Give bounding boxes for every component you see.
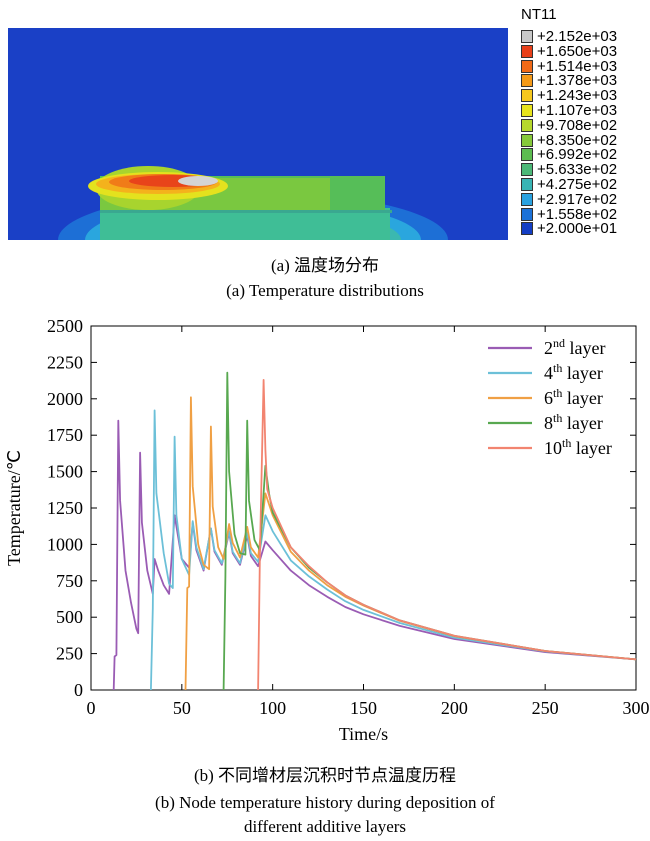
y-tick-label: 2250 bbox=[47, 352, 83, 372]
legend-swatch bbox=[521, 192, 533, 206]
y-tick-label: 2500 bbox=[47, 316, 83, 336]
y-tick-label: 1000 bbox=[47, 534, 83, 554]
x-tick-label: 200 bbox=[441, 698, 468, 718]
legend-swatch bbox=[521, 89, 533, 103]
x-axis-label: Time/s bbox=[339, 724, 388, 744]
x-tick-label: 300 bbox=[623, 698, 650, 718]
caption-a-chinese: (a) 温度场分布 bbox=[270, 256, 380, 275]
legend-swatch bbox=[521, 133, 533, 147]
legend-swatch bbox=[521, 222, 533, 236]
y-axis-label: Temperature/℃ bbox=[4, 450, 24, 566]
legend-swatch bbox=[521, 178, 533, 191]
caption-b-english-line1: (b) Node temperature history during depo… bbox=[155, 793, 495, 812]
legend-label: +8.350e+02 bbox=[537, 131, 618, 149]
plot-frame bbox=[90, 325, 637, 691]
series-line-2nd bbox=[112, 419, 637, 691]
legend-entry: 10th layer bbox=[544, 436, 612, 458]
legend-label: +2.917e+02 bbox=[537, 190, 618, 208]
legend-label: +5.633e+02 bbox=[537, 161, 618, 179]
x-tick-label: 50 bbox=[173, 698, 191, 718]
y-tick-label: 1500 bbox=[47, 462, 83, 482]
legend-label: +1.378e+03 bbox=[537, 72, 618, 90]
legend-swatch bbox=[521, 59, 533, 73]
legend-entry: 4th layer bbox=[544, 361, 603, 383]
legend-label: +6.992e+02 bbox=[537, 146, 618, 164]
y-tick-label: 750 bbox=[56, 571, 83, 591]
temperature-contour-plot bbox=[8, 28, 508, 240]
legend-swatch bbox=[521, 118, 533, 132]
y-tick-label: 250 bbox=[56, 644, 83, 664]
caption-b-chinese: (b) 不同增材层沉积时节点温度历程 bbox=[193, 766, 457, 785]
legend-swatch bbox=[521, 74, 533, 88]
x-tick-label: 150 bbox=[350, 698, 377, 718]
legend-label: +1.514e+03 bbox=[537, 57, 618, 75]
y-tick-label: 1750 bbox=[47, 425, 83, 445]
legend-swatch bbox=[521, 30, 533, 43]
y-tick-label: 1250 bbox=[47, 498, 83, 518]
legend-label: +1.650e+03 bbox=[537, 42, 618, 60]
caption-b-english-line2: different additive layers bbox=[243, 817, 407, 836]
legend-swatch bbox=[521, 163, 533, 177]
x-tick-label: 250 bbox=[532, 698, 559, 718]
legend-swatch bbox=[521, 44, 533, 58]
contour-legend-title: NT11 bbox=[521, 6, 557, 23]
legend-entry: 8th layer bbox=[544, 411, 603, 433]
legend-label: +2.000e+01 bbox=[537, 220, 618, 238]
legend-label: +1.243e+03 bbox=[537, 87, 618, 105]
caption-a-english: (a) Temperature distributions bbox=[226, 281, 424, 300]
series-line-10th bbox=[257, 379, 637, 691]
x-tick-label: 100 bbox=[259, 698, 286, 718]
legend-label: +1.107e+03 bbox=[537, 102, 618, 119]
y-tick-label: 0 bbox=[74, 680, 83, 700]
legend-entry: 6th layer bbox=[544, 386, 603, 408]
node-temperature-chart: 0 50 100 150 200 250 300 0 250 500 750 1000 1250 1500… bbox=[4, 316, 650, 744]
legend-label: +2.152e+03 bbox=[537, 28, 618, 45]
legend-label: +9.708e+02 bbox=[537, 116, 618, 134]
y-tick-label: 500 bbox=[56, 607, 83, 627]
series-line-6th bbox=[184, 396, 637, 691]
legend-swatch bbox=[521, 148, 533, 162]
x-tick-label: 0 bbox=[87, 698, 96, 718]
legend-swatch bbox=[521, 104, 533, 117]
y-tick-label: 2000 bbox=[47, 389, 83, 409]
legend-swatch bbox=[521, 207, 533, 221]
legend-label: +4.275e+02 bbox=[537, 176, 618, 193]
legend-entry: 2nd layer bbox=[544, 336, 605, 358]
legend-label: +1.558e+02 bbox=[537, 205, 618, 223]
